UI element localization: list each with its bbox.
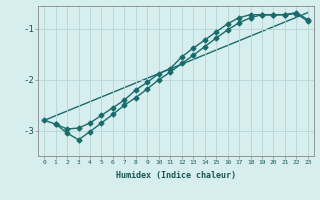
X-axis label: Humidex (Indice chaleur): Humidex (Indice chaleur)	[116, 171, 236, 180]
